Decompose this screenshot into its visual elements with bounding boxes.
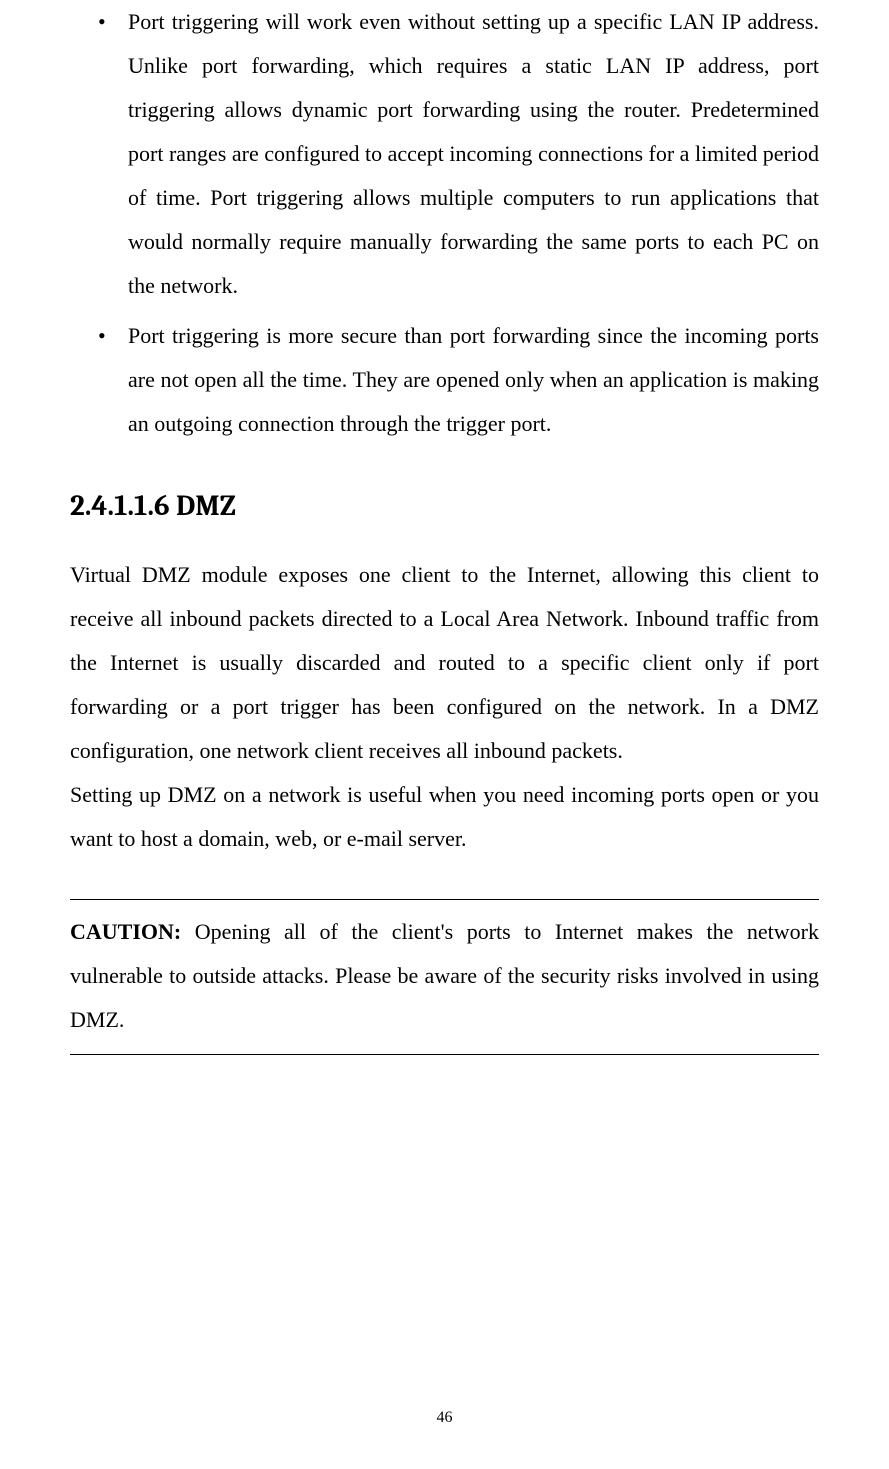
list-item: Port triggering will work even without s… — [128, 0, 819, 308]
body-paragraph: Setting up DMZ on a network is useful wh… — [70, 773, 819, 861]
caution-text: CAUTION: Opening all of the client's por… — [70, 910, 819, 1042]
list-item: Port triggering is more secure than port… — [128, 314, 819, 446]
caution-label: CAUTION: — [70, 919, 181, 944]
caution-body: Opening all of the client's ports to Int… — [70, 919, 819, 1032]
page-number: 46 — [0, 1409, 889, 1427]
document-page: Port triggering will work even without s… — [0, 0, 889, 1469]
caution-box: CAUTION: Opening all of the client's por… — [70, 899, 819, 1055]
body-paragraph: Virtual DMZ module exposes one client to… — [70, 553, 819, 773]
section-heading: 2.4.1.1.6 DMZ — [70, 490, 819, 523]
body-bullet-list: Port triggering will work even without s… — [70, 0, 819, 446]
